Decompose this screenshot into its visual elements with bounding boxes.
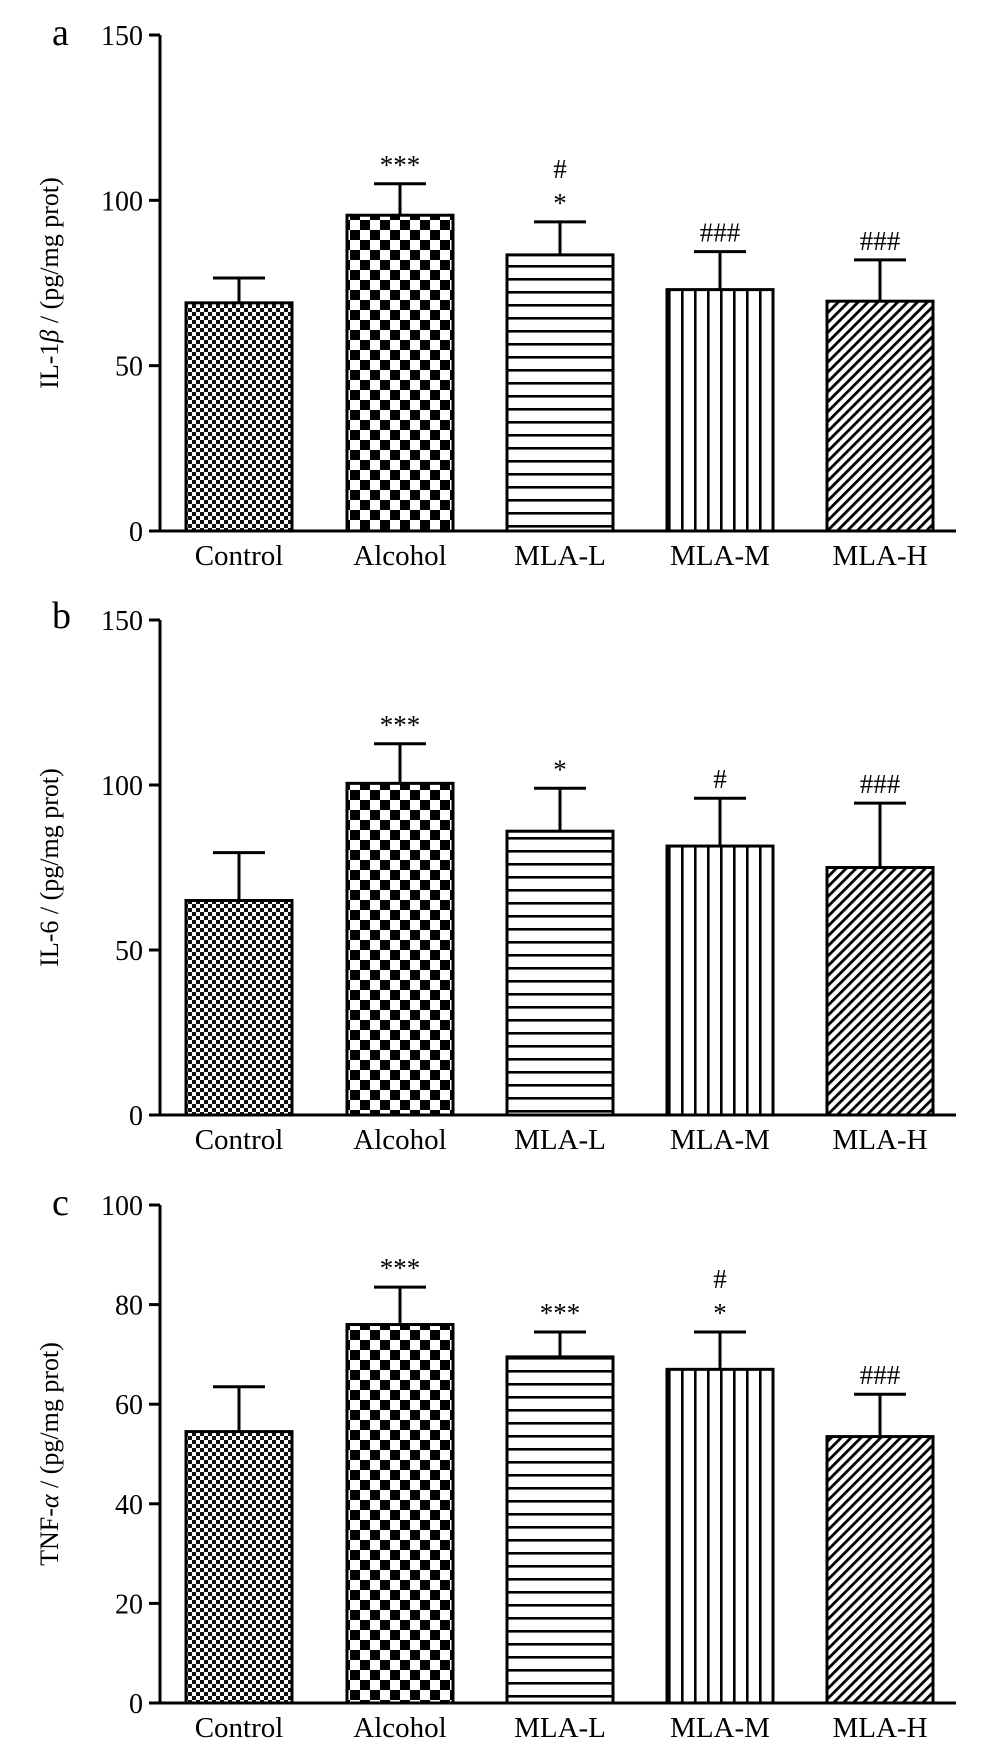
significance-marker: *** — [380, 1253, 421, 1283]
y-tick-label: 100 — [101, 186, 143, 217]
error-bar — [374, 742, 426, 784]
significance-marker: *** — [380, 710, 421, 740]
y-axis-label-unit: / (pg/mg prot) — [35, 768, 64, 920]
x-tick-label: Alcohol — [353, 1712, 446, 1743]
error-bar — [534, 1330, 586, 1357]
x-tick-label: MLA-H — [832, 540, 927, 572]
y-axis-label-greek: α — [35, 1493, 64, 1508]
y-tick-label: 50 — [115, 352, 143, 383]
significance-marker: # — [553, 154, 567, 184]
panel-letter: c — [52, 1182, 69, 1224]
significance-marker: # — [713, 764, 727, 794]
y-axis-label-unit: / (pg/mg prot) — [35, 177, 64, 329]
significance-marker: *** — [380, 150, 421, 180]
y-tick-label: 0 — [129, 1101, 143, 1132]
y-axis-label-unit: / (pg/mg prot) — [35, 1342, 64, 1494]
y-axis-label: IL-6 / (pg/mg prot) — [35, 768, 64, 967]
y-tick-label: 100 — [101, 771, 143, 802]
error-bar — [374, 182, 426, 216]
x-tick-label: MLA-M — [670, 1712, 770, 1743]
bar-control — [184, 1430, 294, 1705]
bar-mla-h — [825, 1435, 935, 1705]
y-tick-label: 150 — [101, 21, 143, 52]
y-axis-label: TNF-α / (pg/mg prot) — [35, 1342, 64, 1566]
error-bar — [694, 796, 746, 847]
bar-alcohol — [345, 213, 455, 533]
bar-mla-h — [825, 299, 935, 533]
bar-mla-l — [505, 1355, 615, 1705]
bar-mla-m — [665, 288, 775, 533]
bar-mla-m — [665, 1367, 775, 1705]
x-tick-label: MLA-H — [832, 1712, 927, 1743]
x-tick-label: Control — [195, 1124, 284, 1156]
y-axis-label: IL-1β / (pg/mg prot) — [35, 177, 64, 389]
y-tick-label: 60 — [115, 1390, 143, 1421]
y-axis-label-pre: TNF- — [35, 1508, 64, 1566]
bar-mla-m — [665, 844, 775, 1117]
error-bar — [854, 801, 906, 868]
panel-letter: a — [52, 12, 69, 54]
significance-marker: * — [713, 1298, 727, 1328]
panel-letter: b — [52, 595, 71, 637]
x-tick-label: MLA-M — [670, 540, 770, 572]
y-tick-label: 150 — [101, 606, 143, 637]
significance-marker: * — [553, 188, 567, 218]
bar-alcohol — [345, 1323, 455, 1705]
x-tick-label: MLA-L — [514, 1712, 606, 1743]
significance-marker: * — [553, 754, 567, 784]
y-tick-label: 40 — [115, 1490, 143, 1521]
error-bar — [854, 1392, 906, 1437]
bar-mla-h — [825, 866, 935, 1117]
error-bar — [213, 851, 265, 901]
error-bar — [374, 1285, 426, 1325]
x-tick-label: Control — [195, 540, 284, 572]
significance-marker: # — [713, 1264, 727, 1294]
x-tick-label: MLA-M — [670, 1124, 770, 1156]
significance-marker: ### — [860, 226, 901, 256]
bar-alcohol — [345, 781, 455, 1117]
bar-control — [184, 899, 294, 1117]
significance-marker: *** — [540, 1298, 581, 1328]
y-tick-label: 0 — [129, 1689, 143, 1720]
error-bar — [694, 250, 746, 290]
x-tick-label: MLA-L — [514, 1124, 606, 1156]
bar-mla-l — [505, 253, 615, 533]
error-bar — [213, 276, 265, 303]
y-axis-label-greek: β — [35, 330, 64, 344]
x-tick-label: Alcohol — [353, 540, 446, 572]
error-bar — [534, 786, 586, 832]
bar-mla-l — [505, 829, 615, 1117]
error-bar — [854, 258, 906, 302]
x-tick-label: MLA-H — [832, 1124, 927, 1156]
error-bar — [213, 1385, 265, 1432]
y-tick-label: 100 — [101, 1191, 143, 1222]
y-tick-label: 50 — [115, 936, 143, 967]
x-tick-label: MLA-L — [514, 540, 606, 572]
bar-control — [184, 301, 294, 533]
y-axis-label-pre: IL-1 — [35, 343, 64, 389]
significance-marker: ### — [860, 769, 901, 799]
y-tick-label: 20 — [115, 1589, 143, 1620]
y-tick-label: 80 — [115, 1291, 143, 1322]
error-bar — [694, 1330, 746, 1370]
y-tick-label: 0 — [129, 517, 143, 548]
significance-marker: ### — [860, 1360, 901, 1390]
y-axis-label-pre: IL-6 — [35, 921, 64, 967]
x-tick-label: Control — [195, 1712, 284, 1743]
x-tick-label: Alcohol — [353, 1124, 446, 1156]
error-bar — [534, 220, 586, 255]
significance-marker: ### — [700, 218, 741, 248]
